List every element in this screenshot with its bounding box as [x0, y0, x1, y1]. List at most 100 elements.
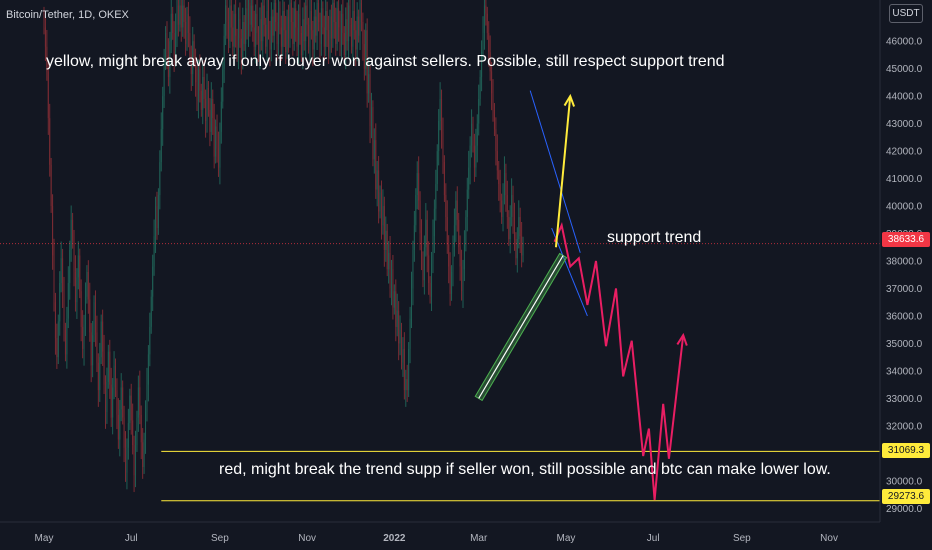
- candle-body: [59, 282, 61, 322]
- candle-body: [268, 10, 270, 31]
- candle-body: [452, 247, 454, 272]
- candle-body: [285, 30, 287, 53]
- candle-body: [225, 5, 227, 36]
- candle-body: [263, 5, 265, 25]
- candle-body: [46, 46, 48, 72]
- candle-body: [435, 184, 437, 209]
- candle-body: [189, 32, 191, 55]
- x-tick-label: Sep: [733, 533, 751, 544]
- candle-body: [119, 409, 121, 440]
- candle-body: [462, 269, 464, 292]
- candle-body: [109, 351, 111, 385]
- y-tick-label: 44000.0: [886, 92, 923, 103]
- candle-body: [187, 13, 189, 33]
- candle-body: [425, 219, 427, 248]
- candle-body: [333, 2, 335, 22]
- y-tick-label: 40000.0: [886, 202, 923, 213]
- candle-body: [282, 10, 284, 47]
- candle-body: [70, 219, 72, 251]
- candle-body: [338, 8, 340, 28]
- candle-body: [401, 329, 402, 363]
- red-scenario-arrowhead: [676, 332, 688, 346]
- candle-body: [50, 164, 52, 207]
- candle-body: [463, 244, 465, 270]
- annotation-yellow-scenario[interactable]: yellow, might break away if only if buye…: [46, 53, 725, 70]
- candle-body: [44, 27, 46, 47]
- candle-body: [499, 184, 501, 201]
- candle-body: [468, 167, 470, 190]
- candle-body: [52, 206, 54, 256]
- candle-body: [328, 30, 330, 53]
- candle-body: [292, 21, 294, 44]
- candle-body: [295, 8, 297, 28]
- level-badge-lower: 29273.6: [882, 489, 930, 504]
- candle-body: [80, 291, 82, 327]
- candle-body: [147, 354, 149, 385]
- x-tick-label: Sep: [211, 533, 229, 544]
- candle-body: [476, 123, 478, 146]
- candle-body: [283, 10, 285, 31]
- candle-body: [223, 35, 225, 69]
- candle-body: [126, 447, 128, 473]
- candle-body: [405, 379, 407, 391]
- candle-body: [299, 13, 301, 33]
- drawing-layer[interactable]: [0, 90, 880, 502]
- currency-badge[interactable]: USDT: [889, 4, 923, 23]
- candle-body: [104, 384, 106, 413]
- candle-body: [305, 5, 307, 42]
- candle-body: [332, 2, 334, 39]
- candle-body: [153, 236, 155, 267]
- candle-body: [372, 107, 374, 160]
- candle-body: [486, 13, 488, 33]
- candle-body: [192, 41, 194, 75]
- candle-body: [431, 263, 433, 297]
- candle-body: [461, 266, 463, 292]
- x-tick-label: Mar: [470, 533, 488, 544]
- candle-body: [511, 195, 513, 218]
- candle-body: [488, 32, 490, 53]
- annotation-red-scenario[interactable]: red, might break the trend supp if selle…: [219, 461, 831, 478]
- support-trend-line: [478, 255, 564, 399]
- candle-body: [313, 16, 315, 50]
- candle-body: [102, 321, 104, 352]
- candle-body: [412, 250, 414, 289]
- candle-body: [345, 19, 347, 55]
- candle-body: [185, 21, 187, 44]
- candle-body: [93, 302, 95, 336]
- current-price-badge: 38633.6: [882, 232, 930, 247]
- candle-body: [57, 321, 59, 358]
- candle-body: [226, 5, 228, 22]
- candle-body: [163, 63, 165, 97]
- candle-body: [393, 291, 395, 308]
- candle-body: [229, 5, 231, 42]
- candle-body: [498, 170, 500, 185]
- candle-body: [196, 82, 198, 102]
- candle-body: [63, 291, 65, 330]
- candle-body: [310, 10, 312, 31]
- candle-body: [113, 365, 115, 388]
- candle-body: [496, 151, 498, 171]
- candle-body: [179, 5, 181, 25]
- candle-body: [195, 60, 197, 83]
- x-tick-label: Jul: [125, 533, 138, 544]
- annotation-support-trend[interactable]: support trend: [607, 229, 702, 246]
- candle-body: [326, 10, 328, 31]
- y-tick-label: 37000.0: [886, 284, 923, 295]
- time-axis-panel: [0, 522, 932, 550]
- candle-body: [518, 217, 520, 240]
- y-tick-label: 38000.0: [886, 257, 923, 268]
- candle-body: [129, 395, 131, 424]
- candle-body: [242, 21, 244, 58]
- symbol-title[interactable]: Bitcoin/Tether, 1D, OKEX: [6, 9, 129, 21]
- candle-body: [47, 71, 49, 119]
- candle-body: [245, 8, 247, 44]
- candle-body: [258, 32, 259, 55]
- candle-body: [508, 217, 510, 240]
- candle-body: [233, 13, 235, 47]
- candle-body: [142, 442, 144, 468]
- candle-body: [222, 68, 224, 102]
- x-tick-label: Nov: [298, 533, 316, 544]
- candle-body: [67, 282, 69, 319]
- candle-body: [49, 118, 51, 165]
